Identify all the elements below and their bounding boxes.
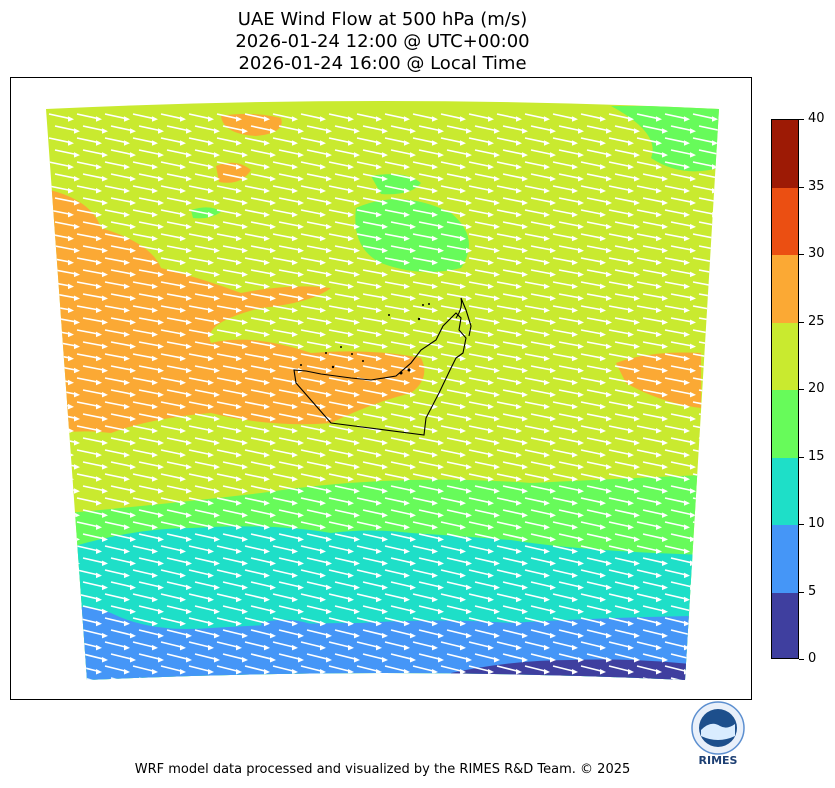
footer-credit: WRF model data processed and visualized … [134, 762, 631, 777]
uae-islands [300, 303, 430, 375]
map-title-line-1: UAE Wind Flow at 500 hPa (m/s) [237, 9, 528, 30]
map-title-line-3: 2026-01-24 16:00 @ Local Time [238, 53, 527, 74]
rimes-logo: RIMES [687, 700, 749, 767]
speed-band-0-5 [451, 659, 719, 680]
rimes-logo-icon [691, 701, 745, 755]
colorbar-tick-label: 35 [808, 178, 825, 194]
colorbar-tick-label: 40 [808, 111, 825, 126]
wind-speed-field [46, 101, 719, 680]
colorbar-segment [772, 187, 798, 255]
colorbar-tick [799, 321, 804, 323]
speed-band-25-30-east [616, 352, 701, 408]
colorbar-tick-label: 15 [808, 448, 825, 464]
colorbar [771, 119, 799, 659]
colorbar-segment [772, 322, 798, 390]
colorbar-tick [799, 524, 804, 525]
speed-band-15-20-center [355, 199, 469, 272]
colorbar-segment [772, 390, 798, 458]
colorbar-tick-label: 20 [808, 381, 825, 396]
colorbar-segment [772, 120, 798, 188]
colorbar-segment [772, 525, 798, 593]
colorbar-segment [772, 255, 798, 323]
uae-border [293, 297, 472, 436]
colorbar-tick [799, 456, 804, 458]
colorbar-tick [799, 254, 804, 255]
colorbar-tick-label: 5 [808, 583, 817, 599]
colorbar-tick-label: 10 [808, 516, 825, 531]
colorbar-tick-label: 30 [808, 246, 825, 261]
colorbar-tick-label: 0 [808, 651, 817, 666]
wind-map [46, 101, 719, 680]
colorbar-tick-label: 25 [808, 313, 825, 329]
rimes-logo-text: RIMES [698, 754, 738, 767]
map-frame: RIMES [10, 77, 752, 767]
colorbar-tick [799, 591, 804, 593]
map-title-line-2: 2026-01-24 12:00 @ UTC+00:00 [235, 31, 530, 52]
colorbar-tick [799, 186, 804, 188]
colorbar-tick [799, 389, 804, 390]
speed-band-5-10-patch [261, 619, 311, 631]
colorbar-segment [772, 457, 798, 525]
colorbar-tick [799, 119, 804, 120]
colorbar-segment [772, 592, 798, 658]
colorbar-tick [799, 659, 804, 660]
